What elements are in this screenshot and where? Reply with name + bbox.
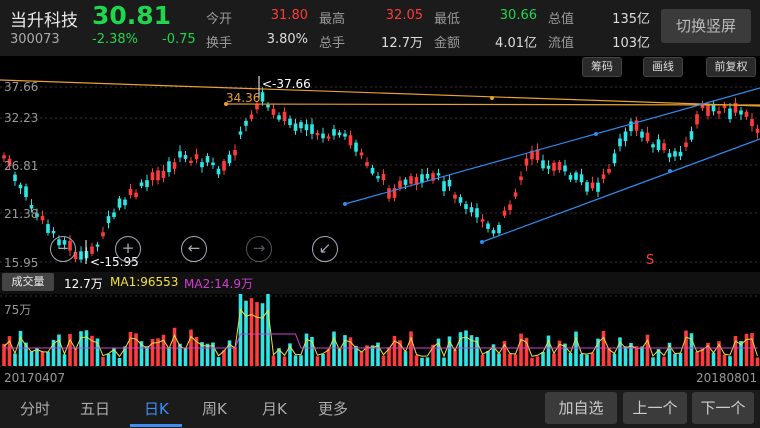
float-cap-label: 流值 [548, 36, 575, 51]
y-tick-4: 21.38 [4, 207, 39, 221]
quote-header [0, 0, 760, 56]
change-percent: -2.38% [92, 32, 138, 47]
low-value: 30.66 [499, 8, 537, 23]
high-value: 32.05 [385, 8, 423, 23]
trendline-top[interactable] [0, 79, 760, 107]
y-tick-2: 32.23 [4, 111, 39, 125]
chips-button[interactable]: 筹码 [582, 57, 622, 77]
zoom-out-icon[interactable]: − [50, 236, 76, 262]
start-date: 20170407 [4, 371, 66, 385]
adjust-button[interactable]: 前复权 [706, 57, 756, 77]
next-button[interactable]: 下一个 [692, 392, 754, 424]
y-tick-5: 15.95 [4, 256, 39, 270]
scroll-right-icon[interactable]: → [246, 236, 272, 262]
zoom-in-icon[interactable]: + [115, 236, 141, 262]
volume-ma2: MA2:14.9万 [184, 277, 253, 291]
scroll-left-icon[interactable]: ← [181, 236, 207, 262]
turnover-value: 3.80% [266, 32, 308, 47]
stock-code: 300073 [10, 32, 60, 47]
low-label: 最低 [434, 12, 461, 27]
volume-header [0, 272, 760, 294]
amount-label: 金额 [434, 36, 461, 51]
open-value: 31.80 [270, 8, 308, 23]
high-label: 最高 [319, 12, 346, 27]
tab-daily-k[interactable]: 日K [144, 400, 169, 418]
volume-scale: 75万 [4, 303, 32, 317]
tab-intraday[interactable]: 分时 [20, 400, 51, 418]
high-annotation: <-37.66 [262, 77, 311, 91]
trendline-horizontal[interactable] [225, 103, 760, 106]
shrink-icon[interactable]: ↙ [312, 236, 338, 262]
draw-line-button[interactable]: 画线 [643, 57, 683, 77]
switch-portrait-button[interactable]: 切换竖屏 [661, 9, 751, 43]
sell-signal: S [646, 253, 655, 268]
tab-weekly-k[interactable]: 周K [202, 400, 227, 418]
float-cap-value: 103亿 [612, 36, 650, 51]
total-volume-value: 12.7万 [381, 36, 423, 51]
y-tick-1: 37.66 [4, 80, 39, 94]
y-tick-3: 26.81 [4, 159, 39, 173]
active-tab-indicator [130, 424, 182, 427]
turnover-label: 换手 [206, 36, 233, 51]
stock-price: 30.81 [92, 1, 172, 30]
line-price-label: 34.36 [226, 91, 261, 105]
channel-lower[interactable] [481, 138, 760, 243]
open-label: 今开 [206, 12, 233, 27]
change-amount: -0.75 [162, 32, 196, 47]
tab-more[interactable]: 更多 [318, 400, 349, 418]
stock-name: 当升科技 [10, 11, 78, 31]
tab-five-day[interactable]: 五日 [80, 400, 111, 418]
previous-button[interactable]: 上一个 [623, 392, 687, 424]
tab-monthly-k[interactable]: 月K [262, 400, 287, 418]
market-cap-label: 总值 [548, 12, 575, 27]
end-date: 20180801 [696, 371, 758, 385]
volume-indicator-button[interactable]: 成交量 [2, 273, 54, 291]
market-cap-value: 135亿 [612, 12, 650, 27]
volume-ma1: MA1:96553 [110, 275, 179, 289]
amount-value: 4.01亿 [495, 36, 537, 51]
volume-current: 12.7万 [64, 277, 103, 291]
total-volume-label: 总手 [319, 36, 346, 51]
add-watchlist-button[interactable]: 加自选 [545, 392, 617, 424]
channel-upper[interactable] [344, 87, 760, 205]
